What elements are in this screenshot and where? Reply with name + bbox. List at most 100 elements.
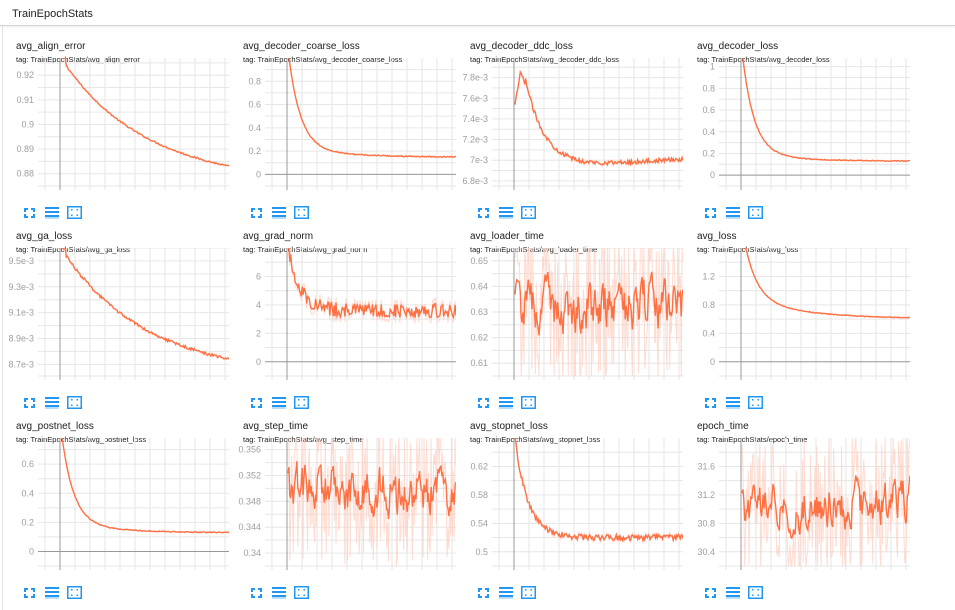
svg-text:2: 2 bbox=[256, 328, 261, 338]
chart-tag: tag: TrainEpochStats/avg_stopnet_loss bbox=[470, 435, 601, 444]
svg-text:0.62: 0.62 bbox=[470, 461, 488, 471]
chart-card: avg_grad_norm tag: TrainEpochStats/avg_g… bbox=[229, 218, 456, 409]
toggle-log-scale-icon[interactable] bbox=[272, 206, 286, 219]
line-chart[interactable]: 7.8e-3 7.6e-3 7.4e-3 7.2e-3 7e-3 6.8e-3 bbox=[456, 58, 683, 198]
fullscreen-icon[interactable] bbox=[704, 396, 717, 408]
chart-card: avg_loss tag: TrainEpochStats/avg_loss 1… bbox=[683, 218, 910, 409]
svg-text:0.2: 0.2 bbox=[21, 517, 34, 527]
svg-text:8.7e-3: 8.7e-3 bbox=[8, 359, 34, 369]
line-chart[interactable]: 0.65 0.64 0.63 0.62 0.61 bbox=[456, 248, 683, 388]
toggle-log-scale-icon[interactable] bbox=[45, 206, 59, 219]
svg-text:0.92: 0.92 bbox=[16, 70, 34, 80]
fullscreen-icon[interactable] bbox=[477, 586, 490, 598]
svg-text:0: 0 bbox=[29, 546, 34, 556]
line-chart[interactable]: 0.8 0.6 0.4 0.2 0 bbox=[229, 58, 456, 198]
chart-card: avg_loader_time tag: TrainEpochStats/avg… bbox=[456, 218, 683, 409]
chart-tag: tag: TrainEpochStats/avg_grad_norm bbox=[243, 245, 368, 254]
svg-text:30.4: 30.4 bbox=[697, 547, 715, 557]
toggle-log-scale-icon[interactable] bbox=[499, 586, 513, 599]
toggle-log-scale-icon[interactable] bbox=[45, 396, 59, 409]
svg-text:0.4: 0.4 bbox=[21, 488, 34, 498]
toggle-log-scale-icon[interactable] bbox=[726, 396, 740, 409]
toggle-log-scale-icon[interactable] bbox=[499, 396, 513, 409]
fullscreen-icon[interactable] bbox=[477, 396, 490, 408]
chart-card: epoch_time tag: TrainEpochStats/epoch_ti… bbox=[683, 408, 910, 599]
svg-text:0.54: 0.54 bbox=[470, 518, 488, 528]
fullscreen-icon[interactable] bbox=[250, 586, 263, 598]
svg-text:9.5e-3: 9.5e-3 bbox=[8, 256, 34, 266]
svg-text:0.4: 0.4 bbox=[702, 127, 715, 137]
chart-card: avg_ga_loss tag: TrainEpochStats/avg_ga_… bbox=[2, 218, 229, 409]
chart-actions bbox=[23, 205, 82, 219]
svg-text:0.91: 0.91 bbox=[16, 95, 34, 105]
line-chart[interactable]: 31.6 31.2 30.8 30.4 bbox=[683, 438, 910, 578]
fit-domain-icon[interactable] bbox=[67, 206, 82, 219]
chart-actions bbox=[477, 585, 536, 599]
svg-text:7.6e-3: 7.6e-3 bbox=[462, 93, 488, 103]
fit-domain-icon[interactable] bbox=[67, 396, 82, 409]
fit-domain-icon[interactable] bbox=[748, 586, 763, 599]
fullscreen-icon[interactable] bbox=[477, 206, 490, 218]
svg-text:0.9: 0.9 bbox=[21, 119, 34, 129]
chart-card: avg_stopnet_loss tag: TrainEpochStats/av… bbox=[456, 408, 683, 599]
svg-text:0.8: 0.8 bbox=[702, 300, 715, 310]
svg-text:0.62: 0.62 bbox=[470, 333, 488, 343]
fullscreen-icon[interactable] bbox=[704, 586, 717, 598]
fit-domain-icon[interactable] bbox=[748, 396, 763, 409]
fullscreen-icon[interactable] bbox=[23, 206, 36, 218]
svg-text:0.89: 0.89 bbox=[16, 144, 34, 154]
chart-title: avg_step_time bbox=[243, 421, 309, 432]
chart-actions bbox=[704, 585, 763, 599]
chart-title: avg_decoder_coarse_loss bbox=[243, 41, 360, 52]
line-chart[interactable]: 0.62 0.58 0.54 0.5 bbox=[456, 438, 683, 578]
line-chart[interactable]: 1 0.8 0.6 0.4 0.2 0 bbox=[683, 58, 910, 198]
fit-domain-icon[interactable] bbox=[294, 396, 309, 409]
fit-domain-icon[interactable] bbox=[521, 206, 536, 219]
toggle-log-scale-icon[interactable] bbox=[45, 586, 59, 599]
fullscreen-icon[interactable] bbox=[23, 396, 36, 408]
svg-text:0.58: 0.58 bbox=[470, 490, 488, 500]
fit-domain-icon[interactable] bbox=[67, 586, 82, 599]
chart-card: avg_decoder_ddc_loss tag: TrainEpochStat… bbox=[456, 28, 683, 219]
fit-domain-icon[interactable] bbox=[521, 586, 536, 599]
chart-tag: tag: TrainEpochStats/avg_ga_loss bbox=[16, 245, 130, 254]
svg-text:6: 6 bbox=[256, 271, 261, 281]
line-chart[interactable]: 0.92 0.91 0.9 0.89 0.88 bbox=[2, 58, 229, 198]
chart-actions bbox=[250, 585, 309, 599]
toggle-log-scale-icon[interactable] bbox=[726, 586, 740, 599]
chart-card: avg_decoder_coarse_loss tag: TrainEpochS… bbox=[229, 28, 456, 219]
fullscreen-icon[interactable] bbox=[23, 586, 36, 598]
chart-title: avg_decoder_ddc_loss bbox=[470, 41, 573, 52]
toggle-log-scale-icon[interactable] bbox=[499, 206, 513, 219]
fit-domain-icon[interactable] bbox=[521, 396, 536, 409]
line-chart[interactable]: 6 4 2 0 bbox=[229, 248, 456, 388]
svg-text:0.64: 0.64 bbox=[470, 281, 488, 291]
line-chart[interactable]: 0.6 0.4 0.2 0 bbox=[2, 438, 229, 578]
fullscreen-icon[interactable] bbox=[250, 396, 263, 408]
toggle-log-scale-icon[interactable] bbox=[272, 586, 286, 599]
chart-actions bbox=[704, 205, 763, 219]
chart-card: avg_postnet_loss tag: TrainEpochStats/av… bbox=[2, 408, 229, 599]
line-chart[interactable]: 9.5e-3 9.3e-3 9.1e-3 8.9e-3 8.7e-3 bbox=[2, 248, 229, 388]
fit-domain-icon[interactable] bbox=[294, 586, 309, 599]
fit-domain-icon[interactable] bbox=[294, 206, 309, 219]
svg-text:0.34: 0.34 bbox=[243, 548, 261, 558]
svg-text:0.4: 0.4 bbox=[702, 328, 715, 338]
svg-text:7.2e-3: 7.2e-3 bbox=[462, 135, 488, 145]
svg-text:0: 0 bbox=[256, 357, 261, 367]
svg-text:0.88: 0.88 bbox=[16, 169, 34, 179]
toggle-log-scale-icon[interactable] bbox=[726, 206, 740, 219]
svg-text:0.348: 0.348 bbox=[238, 496, 261, 506]
svg-text:9.3e-3: 9.3e-3 bbox=[8, 282, 34, 292]
chart-title: avg_loss bbox=[697, 231, 737, 242]
fullscreen-icon[interactable] bbox=[704, 206, 717, 218]
svg-text:0.352: 0.352 bbox=[238, 470, 261, 480]
line-chart[interactable]: 0.356 0.352 0.348 0.344 0.34 bbox=[229, 438, 456, 578]
line-chart[interactable]: 1.2 0.8 0.4 0 bbox=[683, 248, 910, 388]
fullscreen-icon[interactable] bbox=[250, 206, 263, 218]
chart-title: avg_grad_norm bbox=[243, 231, 314, 242]
svg-text:0.5: 0.5 bbox=[475, 547, 488, 557]
fit-domain-icon[interactable] bbox=[748, 206, 763, 219]
toggle-log-scale-icon[interactable] bbox=[272, 396, 286, 409]
chart-title: avg_stopnet_loss bbox=[470, 421, 548, 432]
